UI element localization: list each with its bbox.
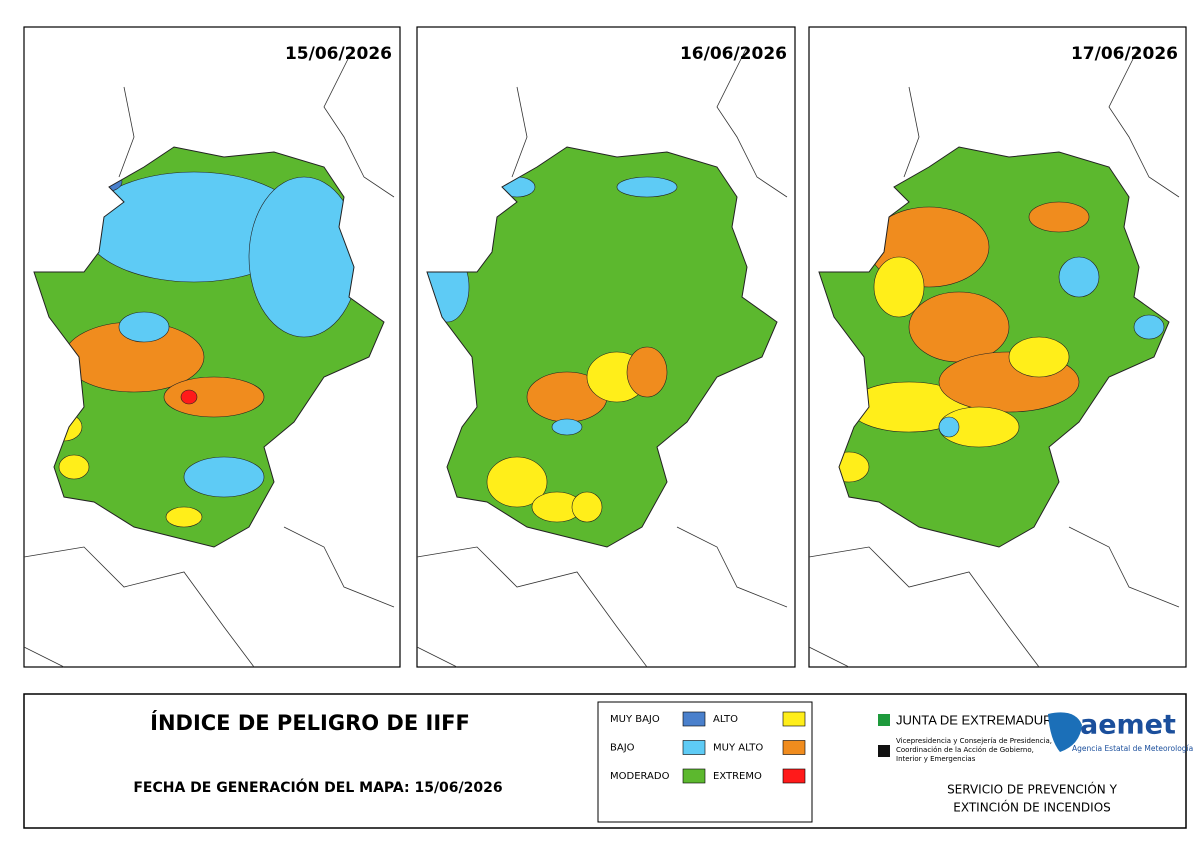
title: ÍNDICE DE PELIGRO DE IIFF [150, 710, 470, 735]
service: SERVICIO DE PREVENCIÓN Y [947, 782, 1118, 797]
junta-sub: Vicepresidencia y Consejería de Presiden… [896, 737, 1052, 745]
map-date: 17/06/2026 [1071, 44, 1178, 64]
junta-sub: Coordinación de la Acción de Gobierno, [896, 746, 1034, 754]
legend: MUY BAJO BAJO MODERADO ALTO MUY ALTO EXTREMO [610, 711, 806, 784]
border-line [808, 46, 1180, 668]
danger-zone [180, 389, 198, 405]
danger-zone [938, 416, 960, 438]
danger-zone [626, 346, 668, 398]
region-patches [45, 171, 360, 528]
danger-zone [1133, 314, 1165, 340]
aemet-name: aemet [1080, 710, 1176, 741]
danger-zone [1058, 256, 1100, 298]
danger-zone [248, 176, 360, 338]
danger-zone [1028, 201, 1090, 233]
legend-swatch [782, 711, 806, 727]
junta-icon [878, 714, 890, 726]
legend-label: MODERADO [610, 771, 670, 782]
legend-swatch [682, 768, 706, 784]
legend-label: BAJO [610, 743, 635, 754]
region-outline [818, 146, 1170, 548]
danger-zone [163, 376, 265, 418]
map-date: 16/06/2026 [680, 44, 787, 64]
map-date: 15/06/2026 [285, 44, 392, 64]
region-outline [426, 146, 778, 548]
danger-zone [183, 456, 265, 498]
info-box [23, 693, 1187, 829]
legend-swatch [782, 740, 806, 755]
map-panels: 15/06/2026 16/06/2026 17/06/2026 [23, 26, 1187, 668]
service: EXTINCIÓN DE INCENDIOS [953, 800, 1111, 815]
junta-sub: Interior y Emergencias [896, 755, 976, 763]
aemet-icon [1048, 712, 1082, 752]
border-line [416, 46, 788, 668]
danger-zone [616, 176, 678, 198]
legend-label: MUY BAJO [610, 714, 660, 725]
aemet-sub: Agencia Estatal de Meteorología [1072, 744, 1193, 753]
danger-zone [551, 418, 583, 436]
danger-zone [165, 506, 203, 528]
junta-icon-2 [878, 745, 890, 757]
map-panel: 16/06/2026 [416, 26, 796, 668]
danger-zone [571, 491, 603, 523]
legend-label: MUY ALTO [713, 743, 763, 754]
map-panel: 15/06/2026 [23, 26, 401, 668]
junta-name: JUNTA DE EXTREMADURA [896, 712, 1061, 727]
generation-date: FECHA DE GENERACIÓN DEL MAPA: 15/06/2026 [133, 778, 502, 796]
danger-zone [486, 456, 548, 508]
danger-zone [118, 311, 170, 343]
legend-swatch [682, 711, 706, 727]
danger-zone [908, 291, 1010, 363]
legend-swatch [782, 768, 806, 784]
border-line [23, 46, 395, 668]
region-base [427, 147, 777, 547]
legend-swatch [682, 740, 706, 755]
legend-box [597, 701, 813, 823]
danger-zone [58, 454, 90, 480]
danger-zone [873, 256, 925, 318]
legend-label: EXTREMO [713, 771, 762, 782]
map-panel: 17/06/2026 [808, 26, 1187, 668]
region-patches [828, 201, 1165, 483]
region-outline [33, 146, 385, 548]
danger-zone [1008, 336, 1070, 378]
legend-label: ALTO [713, 714, 738, 725]
